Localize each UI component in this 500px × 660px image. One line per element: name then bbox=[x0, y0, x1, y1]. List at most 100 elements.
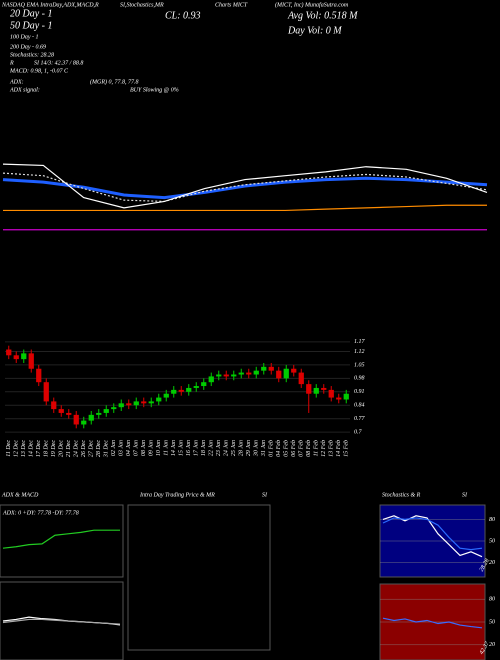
x-tick-label: 22 Jan bbox=[209, 440, 215, 456]
candle-body bbox=[253, 370, 259, 375]
candle-body bbox=[238, 372, 244, 375]
series-line bbox=[2, 529, 120, 549]
x-tick-label: 19 Dec bbox=[51, 440, 57, 457]
candle-body bbox=[126, 403, 132, 406]
panel-title: Stochastics & R bbox=[382, 492, 421, 498]
x-tick-label: 13 Feb bbox=[329, 440, 335, 457]
x-tick-label: 28 Dec bbox=[96, 440, 102, 457]
y-tick-label: 20 bbox=[489, 642, 495, 648]
legend-text: Stochastics: 28.28 bbox=[10, 52, 54, 58]
x-tick-label: 17 Dec bbox=[36, 440, 42, 457]
x-tick-label: 18 Jan bbox=[201, 440, 207, 456]
x-tick-label: 25 Jan bbox=[231, 440, 237, 456]
x-tick-label: 05 Feb bbox=[284, 440, 290, 457]
candle-body bbox=[268, 366, 274, 371]
x-tick-label: 17 Jan bbox=[194, 440, 200, 456]
candle-body bbox=[186, 387, 192, 392]
x-tick-label: 15 Jan bbox=[179, 440, 185, 456]
x-tick-label: 06 Feb bbox=[291, 440, 297, 457]
intraday-panel bbox=[127, 504, 271, 651]
series-line bbox=[2, 618, 121, 625]
candle-body bbox=[313, 387, 319, 394]
series-line bbox=[3, 204, 487, 212]
legend-text: R bbox=[9, 60, 14, 66]
avg-vol: Avg Vol: 0.518 M bbox=[287, 10, 358, 21]
panel-subtitle: SI bbox=[462, 492, 468, 498]
x-tick-label: 12 Feb bbox=[321, 440, 327, 457]
x-tick-label: 10 Jan bbox=[156, 440, 162, 456]
y-tick-label: 0.91 bbox=[354, 389, 365, 395]
legend-text: SI 14/3: 42.37 / 88.8 bbox=[34, 59, 83, 66]
candle-body bbox=[171, 389, 177, 394]
y-tick-label: 0.77 bbox=[354, 416, 366, 422]
candle-body bbox=[58, 409, 64, 413]
candle-body bbox=[223, 374, 229, 377]
candle-body bbox=[13, 355, 19, 360]
candle-body bbox=[283, 368, 289, 379]
y-tick-label: 0.98 bbox=[354, 376, 365, 382]
x-tick-label: 14 Dec bbox=[28, 440, 35, 457]
y-tick-label: 0.84 bbox=[354, 402, 365, 409]
candle-body bbox=[261, 366, 267, 371]
header-text: (MICT, Inc) MunafaSutra.com bbox=[275, 1, 349, 8]
x-tick-label: 02 Jan bbox=[111, 440, 117, 456]
candle-body bbox=[193, 386, 199, 388]
x-tick-label: 11 Dec bbox=[6, 440, 12, 457]
x-tick-label: 20 Dec bbox=[59, 440, 65, 457]
candle-body bbox=[81, 420, 87, 425]
candle-body bbox=[163, 393, 169, 398]
x-tick-label: 31 Dec bbox=[104, 440, 110, 458]
x-tick-label: 27 Dec bbox=[89, 440, 95, 457]
x-tick-label: 03 Jan bbox=[119, 440, 125, 456]
x-tick-label: 26 Dec bbox=[81, 440, 87, 457]
legend-text: MACD: 0.98, 1, -0.07 C bbox=[9, 68, 69, 74]
x-tick-label: 11 Feb bbox=[314, 440, 320, 456]
y-tick-label: 50 bbox=[489, 538, 495, 544]
x-tick-label: 07 Jan bbox=[134, 440, 140, 456]
candle-body bbox=[36, 368, 42, 383]
x-tick-label: 21 Dec bbox=[66, 440, 72, 457]
candle-body bbox=[328, 389, 334, 398]
y-tick-label: 80 bbox=[489, 517, 495, 523]
candle-body bbox=[178, 389, 184, 392]
candle-body bbox=[276, 370, 282, 379]
header-text: NASDAQ EMA IntraDay,ADX,MACD,R bbox=[1, 2, 99, 8]
candle-body bbox=[88, 414, 94, 421]
x-tick-label: 23 Jan bbox=[216, 440, 222, 456]
x-tick-label: 14 Jan bbox=[170, 440, 177, 456]
candle-body bbox=[51, 401, 57, 410]
x-tick-label: 15 Feb bbox=[344, 440, 350, 457]
x-tick-label: 04 Feb bbox=[275, 440, 282, 457]
candle-body bbox=[246, 372, 252, 375]
panel-title: Intra Day Trading Price & MR bbox=[139, 492, 215, 498]
series-line bbox=[382, 517, 483, 551]
candle-body bbox=[73, 414, 79, 425]
legend-text: 100 Day - 1 bbox=[10, 34, 39, 40]
x-tick-label: 08 Jan bbox=[141, 440, 147, 456]
candle-body bbox=[321, 387, 327, 390]
candle-body bbox=[208, 376, 214, 383]
y-tick-label: 1.17 bbox=[354, 339, 366, 345]
legend-text: ADX: bbox=[9, 79, 24, 85]
legend-text: 50 Day - 1 bbox=[10, 20, 53, 31]
y-tick-label: 1.12 bbox=[354, 349, 365, 355]
candle-body bbox=[291, 368, 297, 373]
x-tick-label: 24 Dec bbox=[73, 440, 80, 457]
legend-text: (MGR) 0, 77.8, 77.8 bbox=[90, 78, 139, 85]
series-line bbox=[2, 163, 488, 209]
candle-body bbox=[96, 412, 102, 415]
candle-body bbox=[118, 403, 124, 408]
x-tick-label: 11 Jan bbox=[164, 440, 170, 456]
header-text: Charts MICT bbox=[215, 2, 248, 8]
candle-body bbox=[66, 412, 72, 415]
series-line bbox=[382, 617, 483, 629]
panel-frame bbox=[0, 504, 124, 578]
y-tick-label: 50 bbox=[489, 619, 495, 625]
day-vol: Day Vol: 0 M bbox=[287, 25, 342, 36]
x-tick-label: 08 Feb bbox=[306, 440, 312, 457]
y-tick-label: 0.7 bbox=[354, 430, 363, 436]
candle-body bbox=[6, 349, 12, 356]
candle-body bbox=[298, 372, 304, 385]
x-tick-label: 18 Dec bbox=[44, 440, 50, 457]
